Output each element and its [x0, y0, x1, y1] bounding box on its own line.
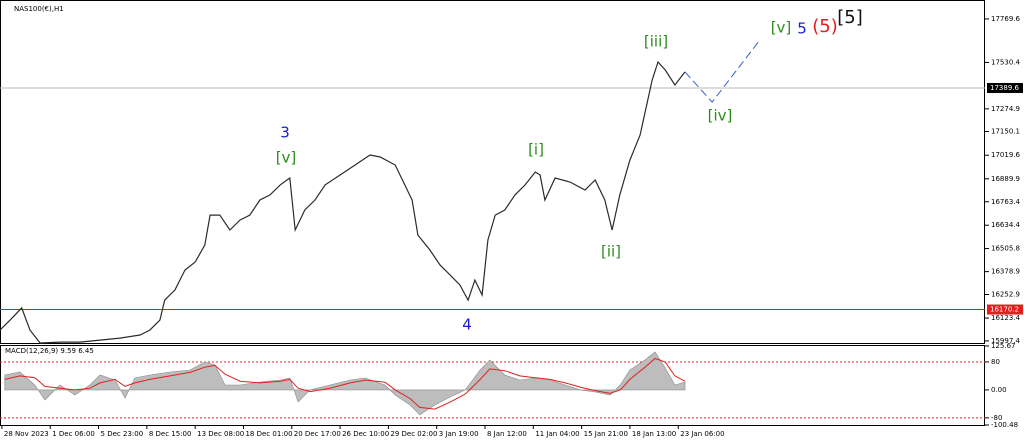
y-tick-label: 15997.4: [991, 337, 1020, 345]
x-tick-label: 1 Dec 06:00: [52, 430, 95, 438]
price-frame: [0, 0, 985, 344]
x-tick-label: 8 Dec 15:00: [149, 430, 192, 438]
y-tick-label: 16123.4: [991, 314, 1020, 322]
x-tick-label: 18 Jan 13:00: [632, 430, 676, 438]
wave-label: (5): [812, 16, 838, 37]
x-tick-label: 8 Jan 12:00: [487, 430, 527, 438]
price-level-label: 16170.2: [990, 306, 1019, 314]
macd-title: MACD(12,26,9) 9.59 6.45: [5, 347, 94, 355]
x-tick-label: 18 Dec 01:00: [245, 430, 292, 438]
chart-title: NAS100(€),H1: [14, 5, 64, 13]
wave-label: 3: [280, 124, 290, 142]
x-tick-label: 23 Jan 06:00: [680, 430, 724, 438]
y-tick-label: 17150.1: [991, 128, 1020, 136]
x-tick-label: 3 Jan 19:00: [439, 430, 479, 438]
wave-label: [iii]: [644, 33, 668, 51]
x-tick-label: 20 Dec 17:00: [294, 430, 341, 438]
wave-label: [iv]: [708, 107, 733, 125]
price-line: [0, 60, 686, 344]
y-tick-label: 16378.9: [991, 268, 1020, 276]
y-tick-label: 16634.4: [991, 221, 1020, 229]
x-tick-label: 13 Dec 08:00: [197, 430, 244, 438]
y-tick-label: 17530.4: [991, 58, 1020, 66]
price-line: [684, 39, 761, 103]
y-tick-label: 17019.6: [991, 151, 1020, 159]
macd-signal: [4, 357, 686, 410]
macd-area: [4, 351, 686, 416]
wave-label: [i]: [528, 141, 544, 159]
wave-label: 4: [462, 316, 472, 334]
y-tick-label: 125.67: [991, 342, 1016, 350]
price-level-box: [987, 83, 1023, 94]
y-tick-label: 16505.8: [991, 245, 1020, 253]
y-tick-label: -80: [991, 414, 1002, 422]
y-tick-label: 16252.9: [991, 291, 1020, 299]
x-tick-label: 5 Dec 23:00: [101, 430, 144, 438]
y-tick-label: 80: [991, 358, 1000, 366]
y-tick-label: 16889.9: [991, 175, 1020, 183]
wave-label: [v]: [771, 19, 792, 37]
y-tick-label: 17274.9: [991, 105, 1020, 113]
x-tick-label: 11 Jan 04:00: [535, 430, 579, 438]
wave-label: [v]: [276, 149, 297, 167]
wave-label: 5: [797, 20, 807, 38]
x-tick-label: 28 Nov 2023: [4, 430, 49, 438]
wave-label: [ii]: [601, 243, 621, 261]
x-tick-label: 26 Dec 10:00: [342, 430, 389, 438]
y-tick-label: -100.48: [991, 421, 1018, 429]
price-level-label: 17389.6: [990, 84, 1019, 92]
x-tick-label: 15 Jan 21:00: [584, 430, 628, 438]
macd-frame: [0, 345, 985, 426]
x-tick-label: 29 Dec 02:00: [390, 430, 437, 438]
y-tick-label: 16763.4: [991, 198, 1020, 206]
y-tick-label: 0.00: [991, 386, 1007, 394]
price-level-box: [987, 304, 1023, 315]
wave-label: [5]: [837, 7, 863, 28]
y-tick-label: 17769.6: [991, 15, 1020, 23]
